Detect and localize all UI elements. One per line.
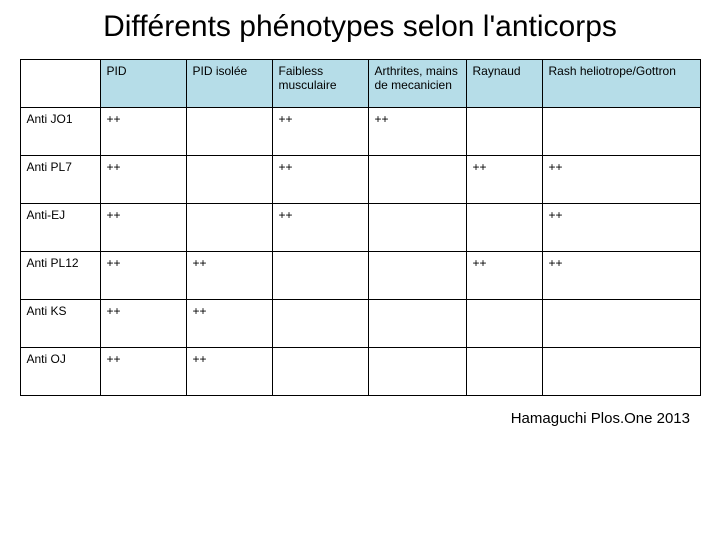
table-row: Anti-EJ ++ ++ ++ bbox=[20, 203, 700, 251]
table-row: Anti PL12 ++ ++ ++ ++ bbox=[20, 251, 700, 299]
cell: ++ bbox=[466, 251, 542, 299]
header-empty bbox=[20, 59, 100, 107]
header-raynaud: Raynaud bbox=[466, 59, 542, 107]
cell bbox=[368, 203, 466, 251]
cell bbox=[186, 203, 272, 251]
cell bbox=[466, 347, 542, 395]
table-header-row: PID PID isolée Faibless musculaire Arthr… bbox=[20, 59, 700, 107]
table-row: Anti KS ++ ++ bbox=[20, 299, 700, 347]
cell bbox=[186, 155, 272, 203]
citation-text: Hamaguchi Plos.One 2013 bbox=[0, 410, 690, 427]
cell bbox=[368, 155, 466, 203]
cell bbox=[368, 299, 466, 347]
cell bbox=[272, 347, 368, 395]
cell: ++ bbox=[186, 347, 272, 395]
cell: ++ bbox=[272, 107, 368, 155]
cell: ++ bbox=[542, 155, 700, 203]
cell: ++ bbox=[272, 155, 368, 203]
cell: ++ bbox=[272, 203, 368, 251]
row-label: Anti OJ bbox=[20, 347, 100, 395]
cell: ++ bbox=[100, 347, 186, 395]
cell: ++ bbox=[100, 155, 186, 203]
phenotype-table: PID PID isolée Faibless musculaire Arthr… bbox=[20, 59, 701, 396]
cell bbox=[368, 347, 466, 395]
cell: ++ bbox=[100, 299, 186, 347]
cell bbox=[272, 299, 368, 347]
cell bbox=[466, 299, 542, 347]
cell: ++ bbox=[100, 203, 186, 251]
cell bbox=[272, 251, 368, 299]
row-label: Anti-EJ bbox=[20, 203, 100, 251]
page-title: Différents phénotypes selon l'anticorps bbox=[40, 10, 680, 45]
cell: ++ bbox=[542, 203, 700, 251]
table-row: Anti OJ ++ ++ bbox=[20, 347, 700, 395]
cell: ++ bbox=[100, 107, 186, 155]
row-label: Anti PL7 bbox=[20, 155, 100, 203]
header-rash: Rash heliotrope/Gottron bbox=[542, 59, 700, 107]
cell bbox=[466, 107, 542, 155]
cell: ++ bbox=[368, 107, 466, 155]
cell bbox=[542, 299, 700, 347]
header-pid: PID bbox=[100, 59, 186, 107]
cell: ++ bbox=[186, 251, 272, 299]
cell: ++ bbox=[186, 299, 272, 347]
cell bbox=[542, 347, 700, 395]
row-label: Anti PL12 bbox=[20, 251, 100, 299]
row-label: Anti KS bbox=[20, 299, 100, 347]
cell: ++ bbox=[542, 251, 700, 299]
table-row: Anti PL7 ++ ++ ++ ++ bbox=[20, 155, 700, 203]
cell bbox=[186, 107, 272, 155]
cell: ++ bbox=[466, 155, 542, 203]
cell bbox=[368, 251, 466, 299]
header-arthrites: Arthrites, mains de mecanicien bbox=[368, 59, 466, 107]
header-pid-isolee: PID isolée bbox=[186, 59, 272, 107]
cell bbox=[466, 203, 542, 251]
header-faibless: Faibless musculaire bbox=[272, 59, 368, 107]
row-label: Anti JO1 bbox=[20, 107, 100, 155]
table-row: Anti JO1 ++ ++ ++ bbox=[20, 107, 700, 155]
cell bbox=[542, 107, 700, 155]
cell: ++ bbox=[100, 251, 186, 299]
